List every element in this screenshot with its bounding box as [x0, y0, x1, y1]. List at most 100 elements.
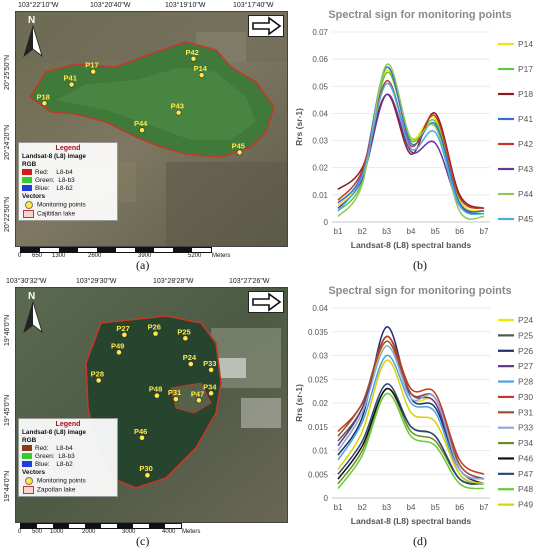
monitoring-point-p42: P42 — [186, 48, 199, 62]
legend-points: Monitoring points — [22, 201, 114, 210]
series-line-p31 — [337, 340, 485, 480]
monitoring-point-p47: P47 — [191, 389, 204, 404]
spectral-chart-b: Spectral sign for monitoring points 0 0.01… — [294, 9, 533, 250]
point-label: P41 — [64, 74, 77, 83]
point-marker — [172, 396, 179, 403]
coord-left-3: 20°22'50"N — [4, 196, 11, 232]
legend-entry: P33 — [518, 423, 533, 433]
caption-d: (d) — [413, 534, 427, 548]
north-label: N — [28, 15, 36, 26]
point-marker — [116, 349, 122, 356]
panel-c: 103°30'32"W 103°29'30"W 103°28'28"W 103°… — [0, 276, 290, 551]
point-marker — [154, 392, 160, 399]
legend-entry: P45 — [518, 214, 533, 224]
x-tick-label: b7 — [480, 227, 489, 236]
scale-tick: 3000 — [122, 529, 136, 535]
coord-left-1: 20°25'50"N — [4, 54, 11, 90]
x-tick-label: b6 — [455, 503, 464, 512]
point-marker — [208, 367, 215, 373]
legend-entry: P30 — [518, 392, 533, 402]
legend-entry: P26 — [518, 346, 533, 356]
scale-tick: 4000 — [162, 529, 176, 535]
north-arrow-icon — [23, 24, 43, 58]
scale-tick: 0 — [18, 529, 22, 535]
coord-left-2: 20°24'20"N — [4, 124, 11, 160]
x-tick-label: b1 — [334, 227, 343, 236]
lake-swatch-icon — [23, 209, 34, 218]
monitoring-point-p25: P25 — [177, 327, 191, 342]
x-tick-label: b6 — [455, 227, 464, 236]
point-label: P17 — [85, 61, 98, 70]
point-label: P47 — [191, 389, 204, 398]
legend-entry: P44 — [518, 189, 533, 199]
legend-a: Legend Landsat-8 (L8) image RGB Red: L8-… — [18, 142, 118, 222]
point-marker-icon — [25, 477, 33, 485]
coord-top-1: 103°22'10"W — [18, 2, 59, 9]
scale-tick: 1300 — [52, 253, 66, 259]
point-label: P33 — [203, 359, 216, 368]
map-a: P17 P41 P18 P42 P14 P43 P44 P45 N Legend Landsa… — [15, 11, 288, 247]
coord-top-3: 103°28'28"W — [153, 278, 194, 285]
scale-tick: 2600 — [88, 253, 102, 259]
legend-title: Legend — [55, 145, 81, 152]
caption-c: (c) — [136, 534, 150, 548]
point-label: P49 — [111, 341, 124, 350]
panel-b: Spectral sign for monitoring points 0 0.01… — [290, 0, 550, 275]
scale-tick: 650 — [32, 253, 43, 259]
legend-band-blue: Blue: L8-b2 — [22, 185, 114, 193]
north-arrow-icon — [23, 300, 43, 334]
x-axis-label: Landsat-8 (L8) spectral bands — [351, 240, 472, 250]
point-marker — [236, 149, 243, 156]
legend-points: Monitoring points — [22, 477, 114, 486]
legend-entry: P24 — [518, 315, 533, 325]
band-label: Blue: — [35, 461, 50, 468]
lake-label: Zapotlan lake — [37, 486, 76, 494]
legend-entry: P49 — [518, 500, 533, 510]
legend-entry: P25 — [518, 330, 533, 340]
map-c: P27 P26 P25 P49 P24 P33 P28 P48 P31 P34 P47 P46 P30 … — [15, 287, 288, 523]
scale-bar-graphic — [20, 523, 182, 529]
y-tick-label: 0.02 — [312, 399, 328, 408]
point-marker — [198, 72, 205, 79]
legend-image: Landsat-8 (L8) image — [22, 153, 86, 160]
lake-outline-c — [85, 315, 222, 489]
monitoring-point-p28: P28 — [91, 369, 104, 384]
x-tick-label: b3 — [382, 227, 391, 236]
y-tick-label: 0.05 — [312, 82, 328, 91]
point-label: P26 — [148, 323, 161, 332]
panel-d: Spectral sign for monitoring points 0 0.00… — [290, 276, 550, 551]
point-marker — [144, 472, 151, 479]
legend-entry: P43 — [518, 164, 533, 174]
arrow-right-icon — [252, 16, 282, 36]
point-marker — [139, 127, 145, 134]
scale-unit: Meters — [182, 529, 201, 535]
y-tick-label: 0.02 — [312, 164, 328, 173]
legend-lake: Zapotlan lake — [22, 485, 114, 495]
y-tick-label: 0.07 — [312, 28, 328, 37]
y-tick-label: 0.04 — [312, 109, 328, 118]
scale-tick: 0 — [18, 253, 22, 259]
legend-entry: P14 — [518, 39, 533, 49]
lake-swatch-icon — [23, 485, 34, 494]
y-tick-label: 0.04 — [312, 304, 328, 313]
scale-tick: 2000 — [82, 529, 96, 535]
monitoring-point-p33: P33 — [203, 359, 216, 373]
point-marker — [139, 434, 145, 441]
coord-top-4: 103°27'26"W — [229, 278, 270, 285]
y-tick-label: 0.015 — [308, 423, 329, 432]
monitoring-point-p46: P46 — [134, 427, 147, 441]
series-line-p18 — [337, 93, 485, 210]
legend-band-red: Red: L8-b4 — [22, 169, 114, 177]
legend-entry: P17 — [518, 64, 533, 74]
monitoring-point-p18: P18 — [36, 92, 50, 107]
y-axis-label: Rrs (sr-1) — [294, 384, 304, 422]
monitoring-point-p24: P24 — [183, 353, 197, 367]
monitoring-point-p43: P43 — [171, 102, 184, 116]
point-label: P45 — [232, 141, 245, 150]
point-marker — [190, 55, 197, 62]
series-line-p41 — [337, 66, 485, 213]
coord-top-2: 103°20'40"W — [90, 2, 131, 9]
band-name: L8-b2 — [56, 185, 73, 192]
point-label: P34 — [203, 382, 217, 391]
monitoring-point-p31: P31 — [168, 388, 181, 403]
